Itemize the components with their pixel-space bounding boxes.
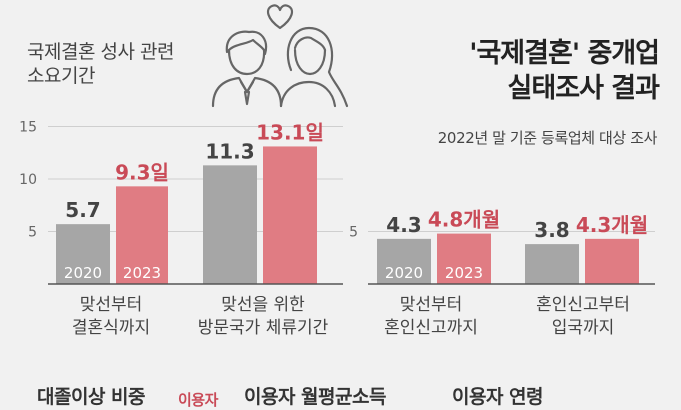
- couple-icon: [211, 26, 349, 108]
- footer-item-education: 대졸이상 비중: [37, 386, 146, 408]
- subtitle-line1: 국제결혼 성사 관련: [27, 41, 174, 63]
- series-year-label: 2023: [445, 264, 483, 282]
- page-title: '국제결혼' 중개업 실태조사 결과: [469, 36, 660, 106]
- data-label: 4.3개월: [576, 213, 648, 237]
- category-label: 맞선부터: [400, 295, 463, 315]
- category-label: 혼인신고부터: [536, 295, 630, 315]
- category-label: 결혼식까지: [72, 318, 150, 338]
- data-label: 4.3: [386, 213, 421, 237]
- data-label: 5.7: [65, 198, 100, 222]
- footer-item-income: 이용자 월평균소득: [244, 386, 386, 408]
- subtitle-line2: 소요기간: [27, 65, 95, 87]
- series-year-label: 2020: [385, 264, 423, 282]
- title-line2: 실태조사 결과: [507, 73, 660, 104]
- bar: [203, 165, 257, 284]
- heart-icon: [266, 4, 294, 30]
- bar: [585, 238, 639, 284]
- bar: [116, 186, 168, 284]
- title-line1: '국제결혼' 중개업: [469, 38, 660, 69]
- y-tick-label: 5: [349, 225, 358, 241]
- chart-subtitle: 국제결혼 성사 관련 소요기간: [27, 40, 174, 88]
- series-year-label: 2020: [64, 264, 102, 282]
- bar: [263, 146, 317, 284]
- series-year-label: 2023: [123, 264, 161, 282]
- category-label: 맞선을 위한: [221, 295, 305, 315]
- category-label: 방문국가 체류기간: [198, 318, 329, 338]
- bar: [377, 238, 431, 284]
- data-label: 13.1일: [256, 120, 324, 144]
- data-label: 3.8: [534, 218, 569, 242]
- category-label: 입국까지: [552, 318, 615, 338]
- y-tick-label: 15: [19, 120, 37, 136]
- data-label: 11.3: [205, 139, 254, 163]
- y-tick-label: 10: [19, 172, 37, 188]
- category-label: 맞선부터: [80, 295, 143, 315]
- data-label: 4.8개월: [428, 208, 500, 232]
- bar: [56, 224, 110, 284]
- category-label: 혼인신고까지: [384, 318, 478, 338]
- footer-item-age: 이용자 연령: [452, 386, 544, 408]
- y-tick-label: 5: [28, 225, 37, 241]
- bar: [437, 233, 491, 284]
- couple-illustration: [211, 4, 349, 108]
- bar: [525, 244, 579, 284]
- survey-basis: 2022년 말 기준 등록업체 대상 조사: [437, 129, 658, 147]
- data-label: 9.3일: [115, 160, 169, 184]
